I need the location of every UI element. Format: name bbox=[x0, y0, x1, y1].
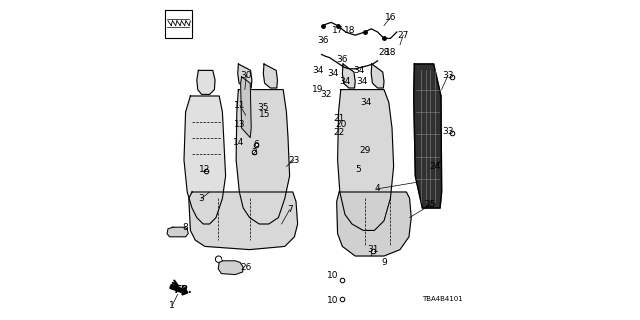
Text: 7: 7 bbox=[287, 205, 292, 214]
Text: 5: 5 bbox=[356, 165, 361, 174]
Text: 34: 34 bbox=[328, 69, 339, 78]
Polygon shape bbox=[184, 96, 226, 224]
Polygon shape bbox=[241, 77, 251, 138]
Text: 22: 22 bbox=[333, 128, 345, 137]
Text: 34: 34 bbox=[353, 66, 364, 75]
Text: 8: 8 bbox=[182, 223, 188, 232]
Text: 17: 17 bbox=[332, 26, 343, 35]
Text: 3: 3 bbox=[199, 194, 204, 203]
Text: 23: 23 bbox=[288, 156, 300, 164]
Polygon shape bbox=[342, 64, 355, 88]
Text: 32: 32 bbox=[321, 90, 332, 99]
Text: 13: 13 bbox=[234, 120, 246, 129]
Text: 11: 11 bbox=[234, 101, 246, 110]
Text: 25: 25 bbox=[425, 200, 436, 209]
Text: 35: 35 bbox=[257, 103, 269, 112]
FancyArrow shape bbox=[170, 284, 188, 295]
Text: 34: 34 bbox=[360, 98, 371, 107]
Text: 36: 36 bbox=[317, 36, 329, 44]
Text: 12: 12 bbox=[199, 165, 211, 174]
Text: 34: 34 bbox=[313, 66, 324, 75]
Text: 10: 10 bbox=[327, 271, 339, 280]
Text: 26: 26 bbox=[240, 263, 252, 272]
Bar bbox=[165, 10, 192, 38]
Text: 18: 18 bbox=[385, 48, 396, 57]
Text: 9: 9 bbox=[381, 258, 387, 267]
Text: 31: 31 bbox=[367, 245, 378, 254]
Polygon shape bbox=[414, 64, 442, 208]
Polygon shape bbox=[167, 227, 188, 237]
Polygon shape bbox=[238, 64, 252, 88]
Text: 33: 33 bbox=[442, 71, 454, 80]
Text: TBA4B4101: TBA4B4101 bbox=[422, 296, 462, 302]
Text: 30: 30 bbox=[241, 71, 252, 80]
Polygon shape bbox=[371, 64, 384, 88]
Text: 10: 10 bbox=[327, 296, 339, 305]
Polygon shape bbox=[337, 192, 412, 256]
Polygon shape bbox=[197, 70, 215, 94]
Text: 28: 28 bbox=[378, 48, 390, 57]
Polygon shape bbox=[189, 192, 298, 250]
Text: 2: 2 bbox=[252, 148, 257, 156]
Text: 34: 34 bbox=[356, 77, 367, 86]
Text: 36: 36 bbox=[336, 55, 348, 64]
Text: 1: 1 bbox=[170, 301, 175, 310]
Text: 20: 20 bbox=[335, 120, 346, 129]
Text: FR.: FR. bbox=[174, 285, 193, 295]
Text: 29: 29 bbox=[359, 146, 371, 155]
Polygon shape bbox=[236, 90, 290, 224]
Text: 34: 34 bbox=[339, 77, 350, 86]
Text: 27: 27 bbox=[397, 31, 409, 40]
Text: 19: 19 bbox=[312, 85, 324, 94]
Text: 15: 15 bbox=[259, 110, 271, 119]
Text: 6: 6 bbox=[253, 140, 259, 149]
Text: 4: 4 bbox=[375, 184, 380, 193]
Polygon shape bbox=[338, 90, 394, 230]
Text: 21: 21 bbox=[333, 114, 344, 123]
Text: 18: 18 bbox=[344, 26, 355, 35]
Text: 24: 24 bbox=[429, 162, 441, 171]
Polygon shape bbox=[218, 261, 243, 275]
Text: 16: 16 bbox=[385, 13, 396, 22]
Polygon shape bbox=[264, 64, 278, 88]
Text: 14: 14 bbox=[233, 138, 244, 147]
Text: 33: 33 bbox=[442, 127, 454, 136]
